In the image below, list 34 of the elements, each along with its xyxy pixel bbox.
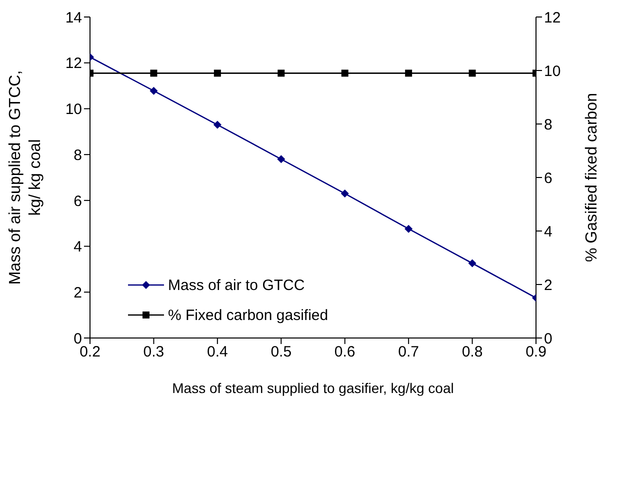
y2-tick-label: 8 — [544, 116, 552, 134]
legend-label: Mass of air to GTCC — [168, 276, 305, 294]
x-tick-label: 0.2 — [80, 344, 100, 361]
y-axis-title: Mass of air supplied to GTCC, kg/ kg coal — [7, 70, 44, 285]
point — [468, 259, 476, 268]
y-tick-label: 10 — [65, 101, 82, 118]
point — [150, 86, 158, 95]
y2-tick-label: 10 — [544, 62, 561, 80]
y2-tick-label: 12 — [544, 9, 561, 26]
y-tick-label: 14 — [65, 9, 82, 26]
y2-tick-label: 4 — [544, 223, 552, 240]
x-tick-label: 0.8 — [462, 344, 483, 361]
x-tick-label: 0.5 — [270, 344, 292, 361]
x-tick-label: 0.7 — [398, 344, 419, 361]
point — [340, 190, 349, 198]
x-tick-label: 0.9 — [526, 344, 546, 361]
x-axis-title: Mass of steam supplied to gasifier, kg/kg coal — [172, 380, 454, 396]
point — [277, 155, 286, 164]
y2-tick-label: 0 — [544, 330, 552, 348]
y-tick-label: 8 — [74, 146, 82, 164]
x-tick-label: 0.3 — [143, 344, 164, 361]
y2-tick-label: 2 — [544, 276, 552, 294]
y-tick-label: 4 — [74, 238, 82, 256]
y2-axis-title: % Gasified fixed carbon — [584, 93, 601, 262]
x-tick-label: 0.4 — [207, 344, 228, 361]
x-tick-label: 0.6 — [334, 344, 356, 361]
y-tick-label: 0 — [74, 330, 82, 348]
y-tick-label: 12 — [65, 55, 82, 72]
legend-label: % Fixed carbon gasified — [168, 306, 328, 324]
point — [213, 120, 222, 129]
y2-tick-label: 6 — [544, 170, 552, 187]
point — [404, 224, 413, 233]
y-tick-label: 2 — [74, 284, 82, 302]
y-tick-label: 6 — [74, 192, 82, 210]
